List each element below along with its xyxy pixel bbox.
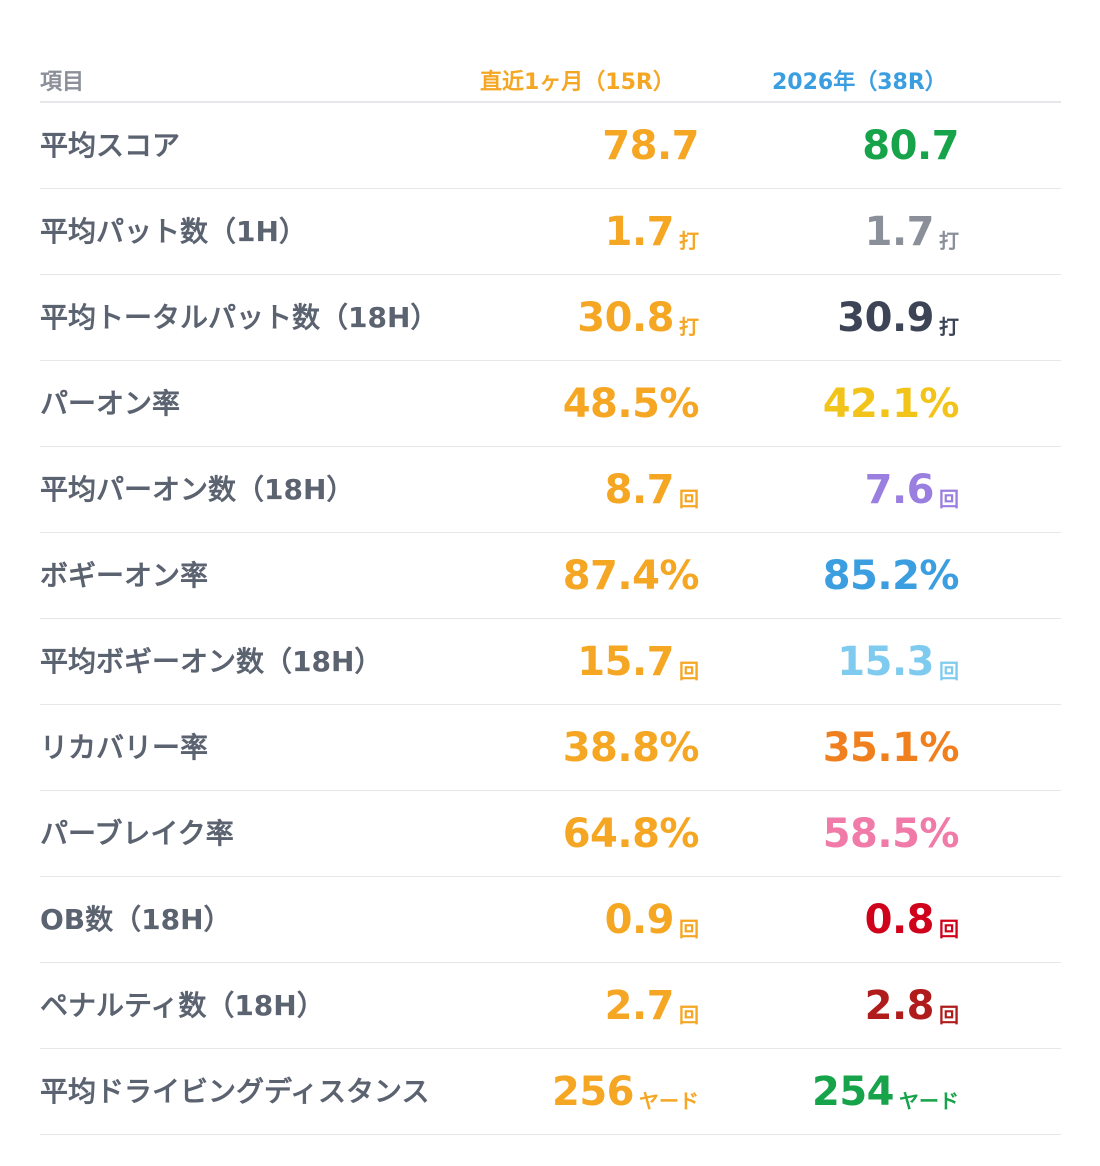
- year-value: 0.8 回: [865, 877, 959, 963]
- row-label: 平均ドライビングディスタンス: [40, 1075, 430, 1108]
- recent-value: 0.9 回: [605, 877, 699, 963]
- year-unit: 打: [939, 314, 959, 339]
- year-value: 1.7 打: [865, 189, 959, 275]
- table-row: パーブレイク率 64.8% 58.5%: [40, 791, 1061, 877]
- recent-value: 64.8%: [562, 791, 700, 877]
- table-row: リカバリー率 38.8% 35.1%: [40, 705, 1061, 791]
- year-unit: 回: [939, 486, 959, 511]
- row-label: パーオン率: [40, 387, 181, 420]
- header-recent-month: 直近1ヶ月（15R）: [480, 70, 675, 95]
- table-row: 平均パット数（1H） 1.7 打 1.7 打: [40, 189, 1061, 275]
- recent-number: 2.7: [604, 983, 675, 1029]
- row-label: リカバリー率: [40, 731, 209, 764]
- year-unit: 回: [939, 916, 959, 941]
- recent-value: 38.8%: [562, 705, 700, 791]
- recent-number: 15.7: [577, 639, 674, 685]
- recent-number: 78.7: [602, 123, 699, 169]
- year-number: 7.6: [864, 467, 935, 513]
- year-value: 2.8 回: [865, 963, 959, 1049]
- recent-number: 1.7: [604, 209, 675, 255]
- table-row: ペナルティ数（18H） 2.7 回 2.8 回: [40, 963, 1061, 1049]
- recent-value: 78.7: [602, 103, 699, 189]
- row-label: OB数（18H）: [40, 903, 232, 936]
- year-number: 30.9: [837, 295, 934, 341]
- stats-comparison-table: 項目 直近1ヶ月（15R） 2026年（38R） 平均スコア 78.7 80.7 平均…: [40, 0, 1061, 1135]
- year-number: 42.1%: [822, 381, 960, 427]
- year-number: 254: [812, 1069, 895, 1115]
- recent-number: 256: [552, 1069, 635, 1115]
- year-number: 15.3: [837, 639, 934, 685]
- year-unit: 回: [939, 1002, 959, 1027]
- row-label: ボギーオン率: [40, 559, 209, 592]
- recent-unit: 回: [679, 916, 699, 941]
- recent-number: 64.8%: [562, 811, 700, 857]
- year-number: 58.5%: [822, 811, 960, 857]
- recent-value: 87.4%: [562, 533, 700, 619]
- recent-unit: ヤード: [639, 1088, 699, 1113]
- header-item: 項目: [40, 70, 85, 95]
- table-row: 平均ボギーオン数（18H） 15.7 回 15.3 回: [40, 619, 1061, 705]
- year-number: 35.1%: [822, 725, 960, 771]
- recent-value: 1.7 打: [605, 189, 699, 275]
- row-label: 平均ボギーオン数（18H）: [40, 645, 383, 678]
- year-value: 85.2%: [822, 533, 960, 619]
- table-row: 平均トータルパット数（18H） 30.8 打 30.9 打: [40, 275, 1061, 361]
- recent-number: 0.9: [604, 897, 675, 943]
- table-row: ボギーオン率 87.4% 85.2%: [40, 533, 1061, 619]
- row-label: 平均パーオン数（18H）: [40, 473, 355, 506]
- year-value: 254 ヤード: [812, 1049, 959, 1135]
- table-row: パーオン率 48.5% 42.1%: [40, 361, 1061, 447]
- table-row: 平均ドライビングディスタンス 256 ヤード 254 ヤード: [40, 1049, 1061, 1135]
- year-value: 58.5%: [822, 791, 960, 877]
- recent-value: 30.8 打: [577, 275, 699, 361]
- table-row: 平均パーオン数（18H） 8.7 回 7.6 回: [40, 447, 1061, 533]
- recent-unit: 回: [679, 1002, 699, 1027]
- year-number: 1.7: [864, 209, 935, 255]
- year-value: 80.7: [862, 103, 959, 189]
- row-label: パーブレイク率: [40, 817, 234, 850]
- table-row: OB数（18H） 0.9 回 0.8 回: [40, 877, 1061, 963]
- recent-value: 15.7 回: [577, 619, 699, 705]
- year-value: 42.1%: [822, 361, 960, 447]
- recent-number: 38.8%: [562, 725, 700, 771]
- recent-unit: 打: [679, 228, 699, 253]
- table-row: 平均スコア 78.7 80.7: [40, 103, 1061, 189]
- row-label: 平均トータルパット数（18H）: [40, 301, 439, 334]
- recent-value: 8.7 回: [605, 447, 699, 533]
- recent-unit: 回: [679, 658, 699, 683]
- row-label: ペナルティ数（18H）: [40, 989, 325, 1022]
- recent-value: 2.7 回: [605, 963, 699, 1049]
- year-value: 15.3 回: [837, 619, 959, 705]
- recent-value: 256 ヤード: [552, 1049, 699, 1135]
- year-value: 35.1%: [822, 705, 960, 791]
- recent-unit: 回: [679, 486, 699, 511]
- header-year: 2026年（38R）: [772, 70, 947, 95]
- year-unit: 打: [939, 228, 959, 253]
- year-number: 2.8: [864, 983, 935, 1029]
- recent-number: 30.8: [577, 295, 674, 341]
- row-label: 平均スコア: [40, 129, 181, 162]
- table-body: 平均スコア 78.7 80.7 平均パット数（1H） 1.7 打 1.7 打平均トータルパット…: [40, 103, 1061, 1135]
- year-unit: 回: [939, 658, 959, 683]
- year-number: 0.8: [864, 897, 935, 943]
- recent-number: 8.7: [604, 467, 675, 513]
- row-label: 平均パット数（1H）: [40, 215, 307, 248]
- table-header: 項目 直近1ヶ月（15R） 2026年（38R）: [40, 0, 1061, 103]
- year-number: 85.2%: [822, 553, 960, 599]
- year-number: 80.7: [862, 123, 959, 169]
- recent-unit: 打: [679, 314, 699, 339]
- year-unit: ヤード: [899, 1088, 959, 1113]
- recent-number: 48.5%: [562, 381, 700, 427]
- recent-number: 87.4%: [562, 553, 700, 599]
- year-value: 30.9 打: [837, 275, 959, 361]
- recent-value: 48.5%: [562, 361, 700, 447]
- year-value: 7.6 回: [865, 447, 959, 533]
